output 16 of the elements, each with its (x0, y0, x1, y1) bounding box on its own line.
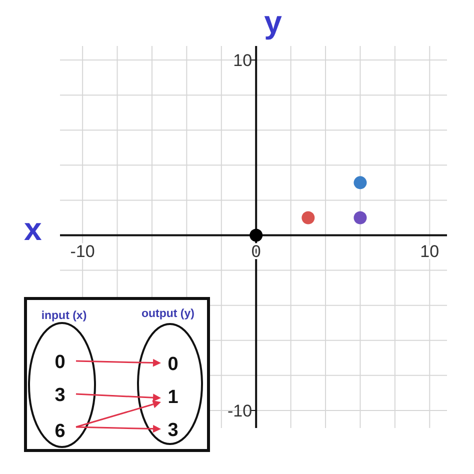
point (250, 228, 263, 242)
annotation: 0 (54, 352, 66, 373)
annotation: 3 (168, 420, 178, 441)
y-axis-title: y (264, 4, 282, 41)
annotation: 3 (54, 385, 66, 406)
point (354, 211, 367, 224)
x-axis-title: x (24, 211, 42, 248)
x-tick-label: -10 (70, 242, 95, 262)
annotation: input (x) (41, 310, 87, 322)
x-tick-label: 10 (420, 242, 440, 262)
annotation: 1 (168, 387, 179, 408)
annotation: 0 (168, 354, 178, 375)
annotation: 6 (54, 421, 66, 442)
annotation: output (y) (141, 308, 195, 320)
point (354, 176, 367, 190)
point (302, 211, 315, 224)
